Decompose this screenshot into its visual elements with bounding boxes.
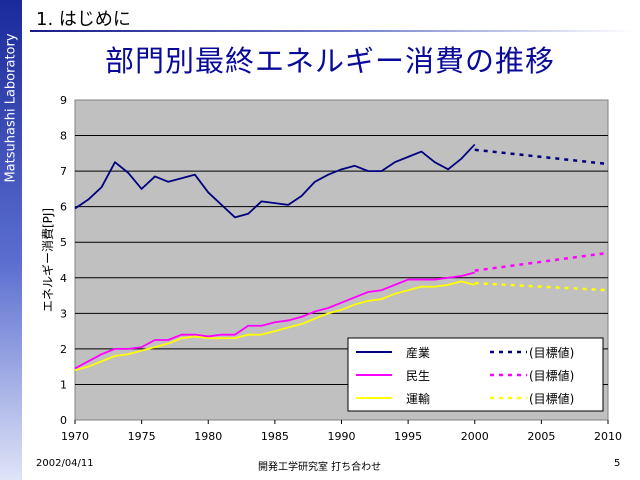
y-tick-label: 0 xyxy=(60,414,67,427)
y-tick-label: 9 xyxy=(60,94,67,107)
legend-target-label: (目標値) xyxy=(529,391,574,406)
series-line-1 xyxy=(74,271,475,370)
x-tick-label: 2010 xyxy=(594,430,622,443)
x-tick-label: 2005 xyxy=(527,430,555,443)
x-tick-label: 1990 xyxy=(328,430,356,443)
series-line-2 xyxy=(74,280,475,372)
y-tick-label: 8 xyxy=(60,130,67,143)
sidebar-banner: Matsuhashi Laboratory xyxy=(0,0,22,480)
y-tick-label: 4 xyxy=(60,272,67,285)
x-tick-label: 1995 xyxy=(394,430,422,443)
y-tick-label: 6 xyxy=(60,201,67,214)
x-tick-label: 1985 xyxy=(261,430,289,443)
target-line-2 xyxy=(474,281,609,292)
y-tick-label: 3 xyxy=(60,307,67,320)
section-heading: 1. はじめに xyxy=(36,9,131,30)
page-number: 5 xyxy=(614,458,621,469)
y-axis-label: エネルギー消費[PJ] xyxy=(40,208,55,312)
footer-title: 開発工学研究室 打ち合わせ xyxy=(258,462,382,473)
legend-target-label: (目標値) xyxy=(529,345,574,360)
x-axis-ticks: 1970 1975 1980 1985 1990 1995 2000 2005 2010 xyxy=(61,420,622,443)
target-line-0 xyxy=(474,148,609,166)
y-tick-label: 2 xyxy=(60,343,67,356)
footer-date: 2002/04/11 xyxy=(36,458,94,469)
y-tick-label: 5 xyxy=(60,236,67,249)
x-tick-label: 1975 xyxy=(128,430,156,443)
legend-target-label: (目標値) xyxy=(529,368,574,383)
y-axis-ticks: 0 1 2 3 4 5 6 7 8 9 xyxy=(60,94,67,427)
legend-label: 民生 xyxy=(406,369,430,383)
legend-label: 運輸 xyxy=(406,391,430,406)
x-tick-label: 2000 xyxy=(461,430,489,443)
x-tick-label: 1970 xyxy=(61,430,89,443)
series-line-0 xyxy=(74,143,476,219)
legend-label: 産業 xyxy=(406,345,430,360)
slide-title: 部門別最終エネルギー消費の推移 xyxy=(104,44,555,78)
chart-legend: 産業 (目標値) 民生 (目標値) 運輸 (目標値) xyxy=(347,337,604,412)
y-tick-label: 1 xyxy=(60,378,67,391)
section-divider xyxy=(30,30,634,32)
series-lines xyxy=(74,143,609,372)
x-tick-label: 1980 xyxy=(194,430,222,443)
y-tick-label: 7 xyxy=(60,165,67,178)
